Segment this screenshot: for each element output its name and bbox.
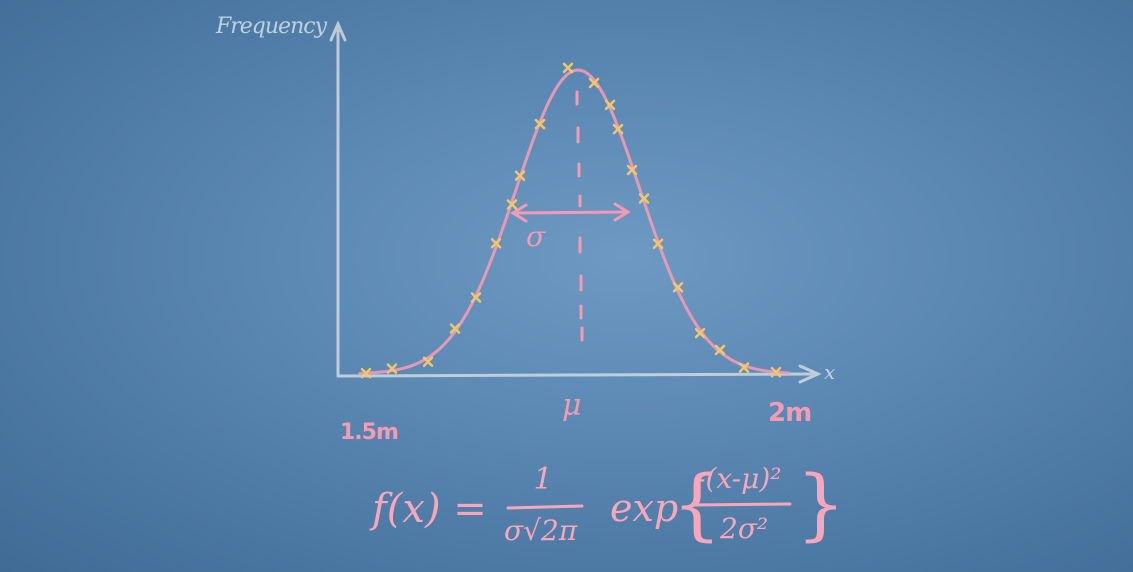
y-axis-arrowhead: [329, 20, 347, 42]
data-point: [714, 344, 726, 356]
data-point: [422, 356, 434, 367]
data-point: [626, 164, 638, 176]
data-point: [604, 99, 616, 111]
data-point: [449, 323, 461, 334]
data-point: [506, 199, 518, 210]
data-point: [534, 118, 546, 130]
data-point: [652, 238, 664, 250]
y-axis-label: Frequency: [216, 14, 327, 39]
sigma-label: σ: [526, 220, 546, 253]
right-brace: }: [796, 460, 846, 550]
bell-curve: [358, 68, 791, 375]
x-axis-arrowhead: [798, 364, 822, 384]
exp-numerator: -(x-μ)²: [696, 462, 782, 495]
axes: [329, 20, 822, 384]
data-point: [514, 170, 526, 181]
x-axis-label: x: [824, 360, 835, 384]
x-min-label: 1.5m: [340, 420, 399, 445]
mean-dashed-line: [575, 90, 584, 342]
x-max-label: 2m: [768, 398, 812, 428]
x-axis: [336, 372, 817, 378]
data-point: [738, 362, 750, 373]
exp-label: exp: [610, 486, 679, 530]
data-point: [694, 327, 706, 339]
data-point: [612, 123, 624, 135]
coef-denominator: σ√2π: [504, 514, 578, 547]
data-point: [490, 237, 502, 249]
data-point: [470, 292, 482, 303]
data-point: [588, 77, 600, 89]
exp-denominator: 2σ²: [720, 512, 769, 545]
sigma-width-arrow: [510, 202, 631, 223]
mean-label: μ: [562, 388, 582, 423]
data-point: [638, 193, 650, 204]
data-point: [386, 363, 398, 374]
data-point: [672, 281, 684, 293]
data-point: [562, 62, 574, 74]
data-point: [360, 367, 372, 379]
data-point: [770, 366, 782, 378]
coef-numerator: 1: [533, 462, 553, 497]
data-points: [360, 62, 782, 379]
formula-lhs: f(x) =: [372, 486, 487, 532]
left-brace: {: [672, 460, 722, 550]
